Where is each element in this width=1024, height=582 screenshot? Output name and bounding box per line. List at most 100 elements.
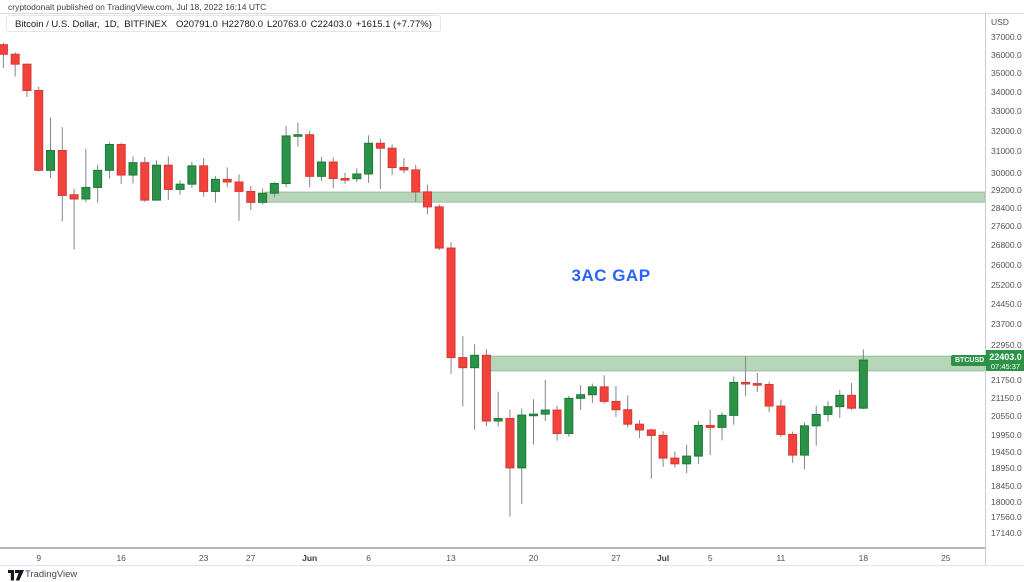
price-tick-21150: 21150.0 bbox=[991, 392, 1022, 403]
footer: TradingView bbox=[0, 565, 1024, 582]
symbol-legend: Bitcoin / U.S. Dollar, 1D, BITFINEX O207… bbox=[6, 15, 441, 32]
candle-may-7 bbox=[10, 53, 20, 65]
legend-symbol: Bitcoin / U.S. Dollar, bbox=[15, 18, 100, 30]
legend-low: L20763.0 bbox=[266, 18, 307, 30]
candle-jul-3 bbox=[682, 455, 692, 465]
candle-may-23 bbox=[199, 165, 209, 192]
price-tick-26000: 26000.0 bbox=[991, 259, 1022, 270]
candle-jul-11 bbox=[776, 405, 786, 435]
price-tick-21750: 21750.0 bbox=[991, 374, 1022, 385]
candle-jun-21 bbox=[540, 409, 550, 415]
tradingview-logo-icon bbox=[8, 570, 24, 581]
candle-may-17 bbox=[128, 162, 138, 176]
date-tick-18-73: 18 bbox=[858, 553, 869, 563]
candle-may-21 bbox=[175, 183, 185, 190]
candle-jun-6 bbox=[364, 142, 374, 175]
date-tick-16-10: 16 bbox=[116, 553, 126, 563]
candle-jul-4 bbox=[693, 424, 703, 457]
price-tick-20550: 20550.0 bbox=[991, 411, 1022, 422]
candle-may-12 bbox=[69, 194, 79, 200]
date-tick-9-3: 9 bbox=[36, 553, 42, 563]
candle-jun-11 bbox=[422, 191, 432, 208]
candle-jun-3 bbox=[328, 161, 338, 180]
candle-jul-12 bbox=[788, 433, 798, 456]
candle-jun-22 bbox=[552, 409, 562, 434]
date-tick-11-66: 11 bbox=[776, 553, 786, 563]
publish-header: cryptodonalt published on TradingView.co… bbox=[0, 0, 1024, 14]
price-tick-25200: 25200.0 bbox=[991, 279, 1022, 290]
candle-jun-5 bbox=[352, 173, 362, 180]
candle-jun-8 bbox=[387, 147, 397, 169]
candle-jun-23 bbox=[564, 397, 574, 434]
last-price-label: 22403.0 07:45:37 bbox=[986, 349, 1024, 371]
candle-jul-17 bbox=[847, 394, 857, 409]
candle-jun-15 bbox=[470, 354, 480, 369]
zone-gap-fill-target[interactable] bbox=[482, 355, 986, 372]
price-tick-17560: 17560.0 bbox=[991, 512, 1022, 523]
candle-may-9 bbox=[34, 89, 44, 171]
candle-may-28 bbox=[258, 192, 268, 203]
candle-jun-14 bbox=[458, 357, 468, 369]
price-tick-23700: 23700.0 bbox=[991, 319, 1022, 330]
candle-jul-16 bbox=[835, 394, 845, 408]
candle-may-26 bbox=[234, 181, 244, 192]
price-tick-37000: 37000.0 bbox=[991, 32, 1022, 43]
candle-jun-1 bbox=[305, 134, 315, 177]
price-tick-27600: 27600.0 bbox=[991, 221, 1022, 232]
last-price-value: 22403.0 bbox=[989, 351, 1022, 362]
price-tick-30000: 30000.0 bbox=[991, 167, 1022, 178]
publish-header-text: cryptodonalt published on TradingView.co… bbox=[8, 2, 267, 12]
date-tick-jun-26: Jun bbox=[302, 553, 318, 563]
candle-may-6 bbox=[0, 44, 8, 55]
candle-jun-26 bbox=[599, 386, 609, 402]
candle-jun-29 bbox=[635, 423, 645, 431]
legend-high: H22780.0 bbox=[221, 18, 263, 30]
price-tick-36000: 36000.0 bbox=[991, 50, 1022, 61]
candle-jul-2 bbox=[670, 457, 680, 465]
candle-jun-4 bbox=[340, 178, 350, 181]
candle-jul-13 bbox=[799, 425, 809, 456]
legend-change: +1615.1 (+7.77%) bbox=[355, 18, 432, 30]
date-tick-27-52: 27 bbox=[611, 553, 621, 563]
price-tick-18000: 18000.0 bbox=[991, 496, 1022, 507]
date-tick-6-31: 6 bbox=[366, 553, 371, 563]
price-axis[interactable]: USD 22403.0 07:45:37 37000.0 36000.0 35000… bbox=[985, 14, 1024, 565]
candle-jul-9 bbox=[752, 383, 762, 386]
date-tick-23-17: 23 bbox=[198, 553, 209, 563]
candle-jun-12 bbox=[434, 206, 444, 249]
candle-may-18 bbox=[140, 162, 150, 201]
candle-may-8 bbox=[22, 63, 32, 91]
legend-exchange: BITFINEX bbox=[124, 18, 168, 30]
candle-jul-18 bbox=[858, 359, 868, 409]
price-tick-32000: 32000.0 bbox=[991, 125, 1022, 136]
candle-jun-25 bbox=[587, 386, 597, 396]
candle-jun-20 bbox=[529, 413, 538, 417]
currency-label: USD bbox=[991, 17, 1009, 27]
price-tick-28400: 28400.0 bbox=[991, 202, 1022, 213]
price-tick-17140: 17140.0 bbox=[991, 528, 1022, 539]
candle-may-14 bbox=[93, 169, 103, 188]
tradingview-brand-link[interactable]: TradingView bbox=[25, 569, 78, 580]
candle-may-13 bbox=[81, 186, 91, 200]
candle-jul-15 bbox=[823, 406, 833, 415]
candle-may-22 bbox=[187, 165, 197, 185]
candles bbox=[0, 42, 868, 517]
candle-may-30 bbox=[281, 135, 291, 185]
date-tick-20-45: 20 bbox=[528, 553, 539, 563]
date-tick-25-80: 25 bbox=[941, 553, 951, 563]
bar-countdown: 07:45:37 bbox=[990, 361, 1021, 371]
candle-may-29 bbox=[269, 183, 279, 194]
candle-jun-18 bbox=[505, 418, 515, 469]
candle-may-19 bbox=[152, 164, 162, 201]
date-tick-27-21: 27 bbox=[246, 553, 256, 563]
price-tick-19950: 19950.0 bbox=[991, 430, 1022, 441]
time-axis[interactable]: 9 16 23 27 Jun 6 13 20 27 Jul 5 11 18 25 bbox=[0, 547, 985, 567]
candle-jun-16 bbox=[481, 354, 491, 422]
candle-jul-6 bbox=[717, 414, 727, 428]
price-tick-22950: 22950.0 bbox=[991, 340, 1022, 351]
3ac-gap-annotation[interactable]: 3AC GAP bbox=[571, 266, 651, 285]
zone-3ac-gap-resistance[interactable] bbox=[264, 191, 986, 203]
candle-may-27 bbox=[246, 190, 256, 203]
